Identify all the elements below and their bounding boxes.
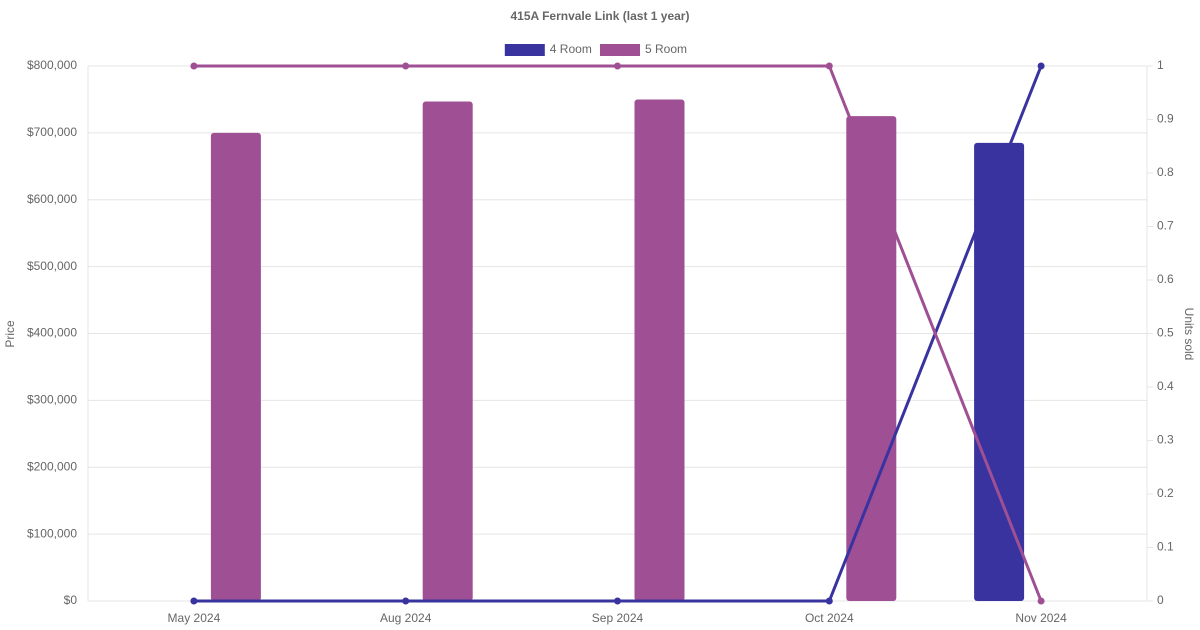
y2-tick-label: 0.3	[1157, 433, 1174, 447]
y2-tick-label: 0.9	[1157, 112, 1174, 126]
point	[1037, 597, 1045, 605]
bar	[210, 132, 261, 601]
y-tick-label: $500,000	[27, 259, 77, 273]
point	[402, 62, 410, 70]
y2-tick-label: 0.6	[1157, 272, 1174, 286]
y-tick-label: $400,000	[27, 326, 77, 340]
point	[190, 62, 198, 70]
y2-tick-label: 0.8	[1157, 165, 1174, 179]
point	[1037, 62, 1045, 70]
y2-tick-label: 0.2	[1157, 486, 1174, 500]
y2-tick-label: 1	[1157, 58, 1164, 72]
bar	[634, 99, 685, 601]
y2-tick-label: 0.1	[1157, 540, 1174, 554]
y-tick-label: $200,000	[27, 459, 77, 473]
y-tick-label: $700,000	[27, 125, 77, 139]
y-tick-label: $100,000	[27, 526, 77, 540]
legend-label: 4 Room	[550, 42, 592, 56]
y2-tick-label: 0	[1157, 593, 1164, 607]
y-tick-label: $300,000	[27, 393, 77, 407]
y-axis-label: Price	[3, 320, 17, 348]
x-tick-label: Nov 2024	[1015, 611, 1067, 625]
point	[825, 597, 833, 605]
legend-swatch[interactable]	[504, 44, 545, 56]
y-tick-label: $800,000	[27, 58, 77, 72]
x-tick-label: May 2024	[168, 611, 221, 625]
point	[825, 62, 833, 70]
y2-axis-label: Units sold	[1182, 308, 1196, 361]
y-tick-label: $0	[64, 593, 78, 607]
chart-title: 415A Fernvale Link (last 1 year)	[511, 9, 690, 23]
bar	[974, 142, 1025, 601]
x-tick-label: Aug 2024	[380, 611, 432, 625]
x-tick-label: Oct 2024	[805, 611, 854, 625]
bar	[422, 101, 473, 601]
y2-tick-label: 0.7	[1157, 219, 1174, 233]
legend-swatch[interactable]	[600, 44, 640, 56]
legend-label: 5 Room	[645, 42, 687, 56]
y2-tick-label: 0.5	[1157, 326, 1174, 340]
bar	[846, 116, 897, 601]
point	[190, 597, 198, 605]
point	[614, 62, 621, 70]
point	[402, 597, 410, 605]
x-tick-label: Sep 2024	[592, 611, 644, 625]
y-tick-label: $600,000	[27, 192, 77, 206]
y2-tick-label: 0.4	[1157, 379, 1174, 393]
point	[614, 597, 621, 605]
